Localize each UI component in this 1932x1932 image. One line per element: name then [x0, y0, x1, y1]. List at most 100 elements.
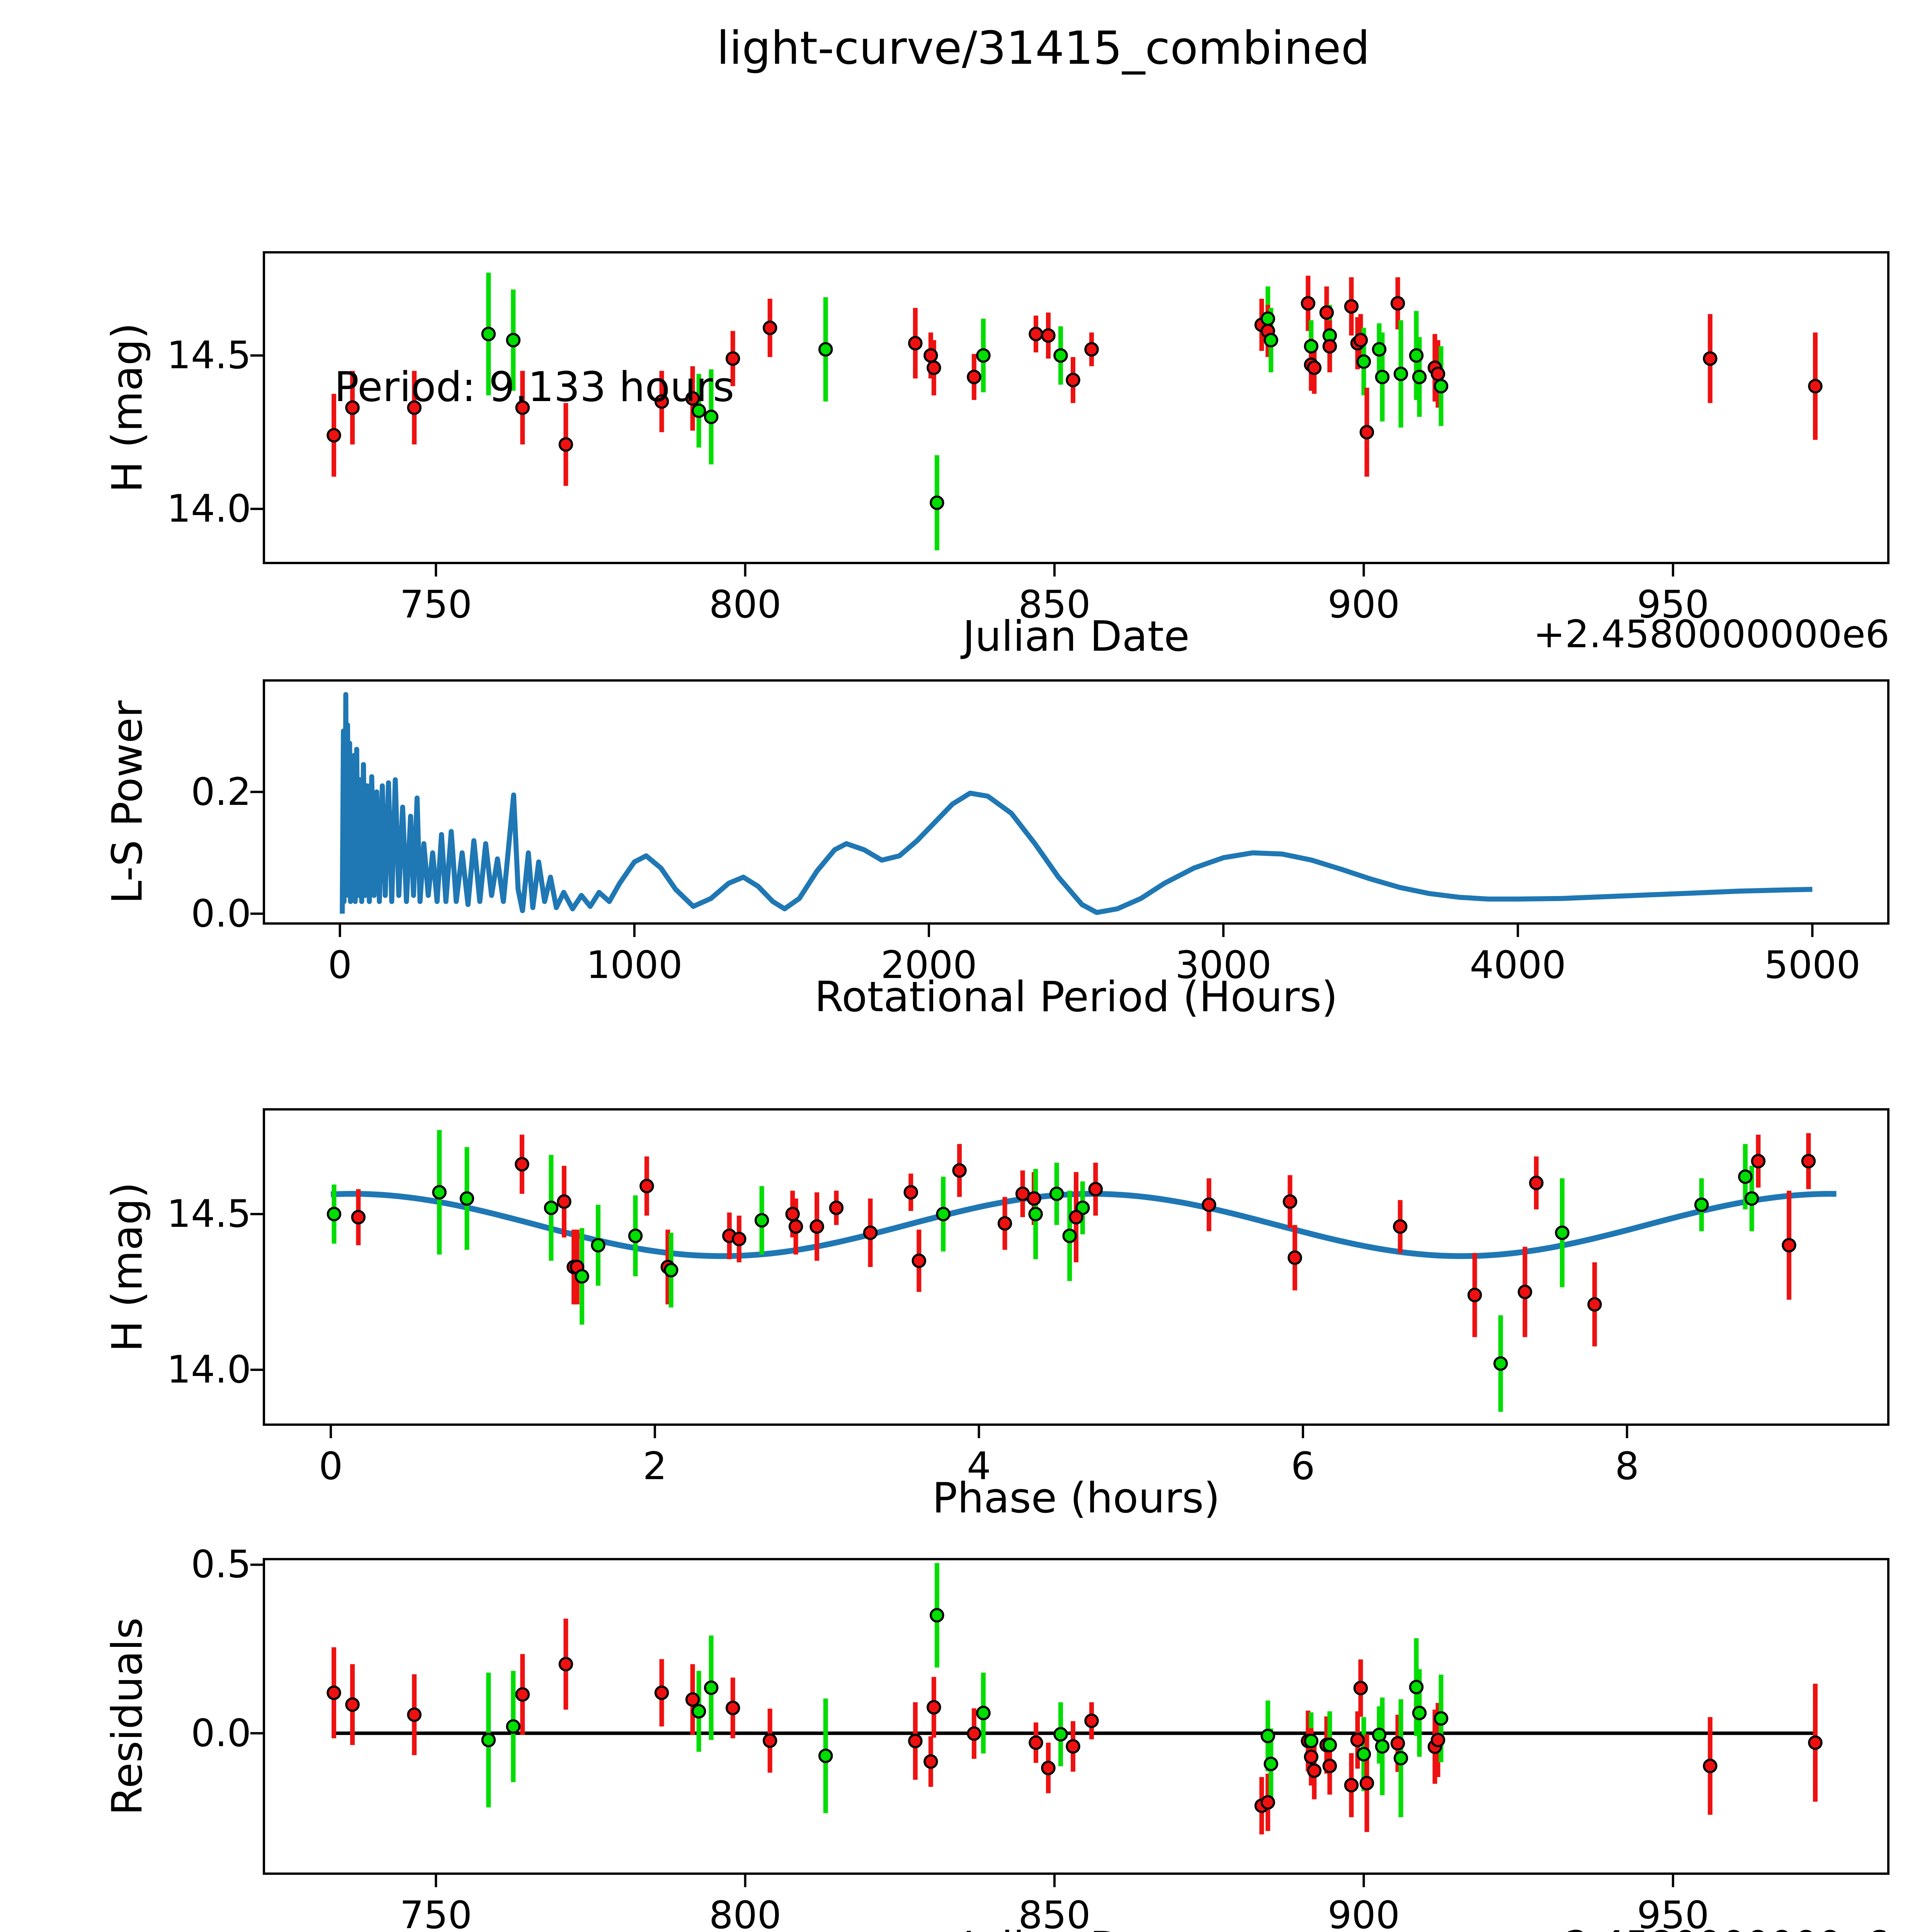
data-point	[1393, 1219, 1408, 1234]
data-point	[327, 428, 341, 443]
data-point	[459, 1191, 474, 1206]
data-point	[1801, 1154, 1816, 1168]
data-point	[1029, 1735, 1043, 1750]
data-point	[829, 1201, 844, 1215]
data-point	[1587, 1297, 1602, 1312]
data-point	[506, 1719, 521, 1734]
data-point	[1066, 372, 1080, 388]
x-tick-label: 800	[709, 583, 782, 627]
data-point	[1260, 1795, 1275, 1810]
y-tick-label: 0.2	[191, 770, 251, 814]
data-point	[481, 1733, 496, 1747]
x-tick-label: 750	[400, 583, 472, 627]
data-point	[1066, 1739, 1080, 1754]
data-point	[1301, 296, 1316, 311]
figure-title: light-curve/31415_combined	[716, 21, 1370, 75]
data-point	[691, 403, 706, 418]
data-point	[976, 348, 991, 363]
periodogram-x-axis-label: Rotational Period (Hours)	[815, 973, 1338, 1021]
x-tick-label: 800	[709, 1893, 782, 1932]
data-point	[1375, 369, 1390, 384]
data-point	[1694, 1197, 1709, 1212]
data-point	[1359, 1776, 1374, 1791]
data-point	[481, 327, 496, 342]
phased-plot	[250, 1130, 1837, 1438]
x-tick-label: 850	[1018, 1893, 1091, 1932]
data-point	[1049, 1186, 1064, 1201]
data-point	[1412, 1706, 1427, 1721]
data-point	[1088, 1182, 1103, 1197]
data-point	[1260, 1728, 1275, 1743]
data-point	[908, 336, 923, 350]
lightcurve-y-axis-label: H (mag)	[103, 323, 152, 493]
phased-x-axis-label: Phase (hours)	[932, 1474, 1220, 1522]
y-tick-label: 0.0	[191, 1711, 251, 1755]
x-tick-label: 0	[318, 1444, 343, 1488]
data-point	[1738, 1169, 1753, 1184]
data-point	[754, 1213, 769, 1228]
periodogram-y-axis-label: L-S Power	[103, 700, 152, 904]
panel-periodogram: L-S Power Rotational Period (Hours) 0 100…	[104, 679, 1889, 1021]
data-point	[327, 1685, 341, 1700]
data-point	[1322, 1759, 1337, 1773]
data-point	[1304, 1733, 1319, 1748]
data-point	[1344, 299, 1359, 314]
data-point	[1322, 339, 1337, 354]
data-point	[506, 333, 521, 348]
data-point	[1282, 1194, 1298, 1209]
data-point	[1202, 1197, 1216, 1212]
data-point	[930, 1608, 944, 1623]
data-point	[704, 410, 719, 424]
data-point	[818, 1748, 833, 1763]
data-point	[1808, 379, 1823, 394]
data-point	[967, 1726, 981, 1741]
periodogram-curve	[340, 692, 1813, 915]
data-point	[1264, 333, 1278, 348]
data-point	[810, 1219, 824, 1234]
data-point	[936, 1207, 951, 1221]
x-tick-label: 950	[1637, 1893, 1709, 1932]
data-point	[725, 1701, 740, 1715]
data-point	[591, 1238, 605, 1253]
data-point	[558, 437, 573, 452]
data-point	[515, 400, 530, 415]
residuals-axis-offset-text: +2.4580000000e6	[1533, 1923, 1889, 1932]
data-point	[1053, 348, 1068, 363]
data-point	[762, 320, 777, 335]
phased-y-axis-label: H (mag)	[103, 1182, 152, 1352]
x-tick-label: 1000	[586, 943, 683, 987]
data-point	[1409, 348, 1424, 363]
data-point	[1356, 1747, 1371, 1762]
data-point	[1041, 328, 1056, 343]
data-point	[725, 351, 740, 366]
residuals-plot	[250, 1563, 1823, 1887]
data-point	[1434, 379, 1449, 394]
data-point	[1353, 333, 1368, 348]
data-point	[1744, 1191, 1759, 1206]
data-point	[1287, 1250, 1302, 1265]
data-point	[908, 1733, 923, 1748]
data-point	[575, 1269, 589, 1284]
panel-phased: H (mag) Phase (hours) 0 2 4 6 8 14.0 14.5	[104, 1108, 1889, 1522]
data-point	[628, 1228, 643, 1243]
data-point	[432, 1185, 447, 1200]
lightcurve-plot-border	[263, 251, 1889, 564]
data-point	[952, 1163, 967, 1178]
data-point	[1517, 1284, 1532, 1299]
data-point	[691, 1704, 706, 1719]
data-point	[1529, 1175, 1544, 1190]
data-point	[685, 1692, 700, 1707]
data-point	[1493, 1356, 1508, 1371]
data-point	[704, 1680, 719, 1695]
data-point	[1027, 1191, 1041, 1206]
data-point	[927, 361, 941, 375]
y-tick-label: 14.5	[167, 333, 251, 378]
data-point	[345, 1697, 360, 1712]
data-point	[1319, 305, 1334, 320]
data-point	[1390, 1736, 1405, 1751]
data-point	[1356, 354, 1371, 369]
data-point	[1028, 1207, 1043, 1221]
lightcurve-x-axis-label: Julian Date	[963, 612, 1190, 661]
lightcurve-plot	[250, 272, 1823, 577]
